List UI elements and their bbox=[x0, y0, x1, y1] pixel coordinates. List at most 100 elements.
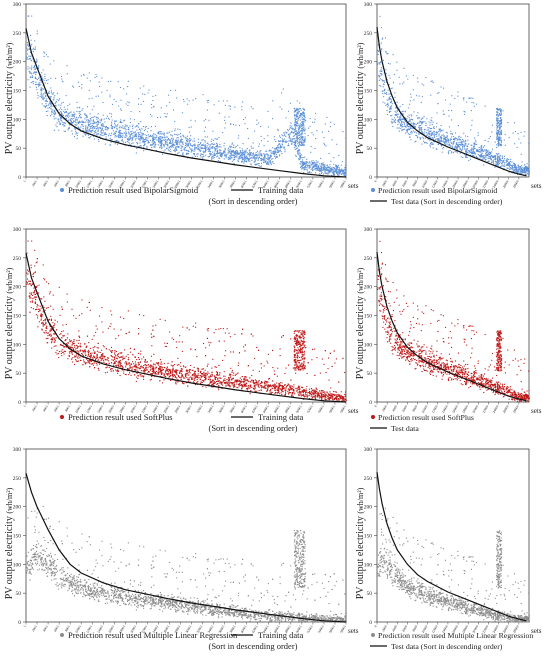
scatter-point bbox=[30, 55, 32, 57]
scatter-point bbox=[302, 167, 305, 169]
scatter-point bbox=[459, 147, 461, 149]
scatter-point bbox=[402, 128, 404, 131]
scatter-point bbox=[90, 126, 92, 128]
scatter-point bbox=[406, 123, 408, 125]
scatter-point bbox=[170, 134, 172, 136]
scatter-point bbox=[497, 131, 499, 133]
scatter-point bbox=[509, 160, 511, 163]
scatter-point bbox=[173, 144, 175, 146]
scatter-point bbox=[498, 160, 500, 162]
scatter-point bbox=[186, 140, 188, 142]
scatter-point bbox=[271, 161, 273, 163]
scatter-point bbox=[301, 118, 303, 120]
scatter-point bbox=[128, 143, 131, 145]
scatter-point bbox=[520, 142, 522, 144]
scatter-point bbox=[218, 136, 220, 139]
scatter-point bbox=[284, 149, 286, 151]
scatter-point bbox=[380, 73, 383, 75]
scatter-point bbox=[483, 149, 485, 151]
scatter-point bbox=[119, 121, 121, 124]
scatter-point bbox=[81, 120, 83, 122]
scatter-point bbox=[300, 125, 302, 127]
scatter-point bbox=[339, 168, 341, 171]
scatter-point bbox=[508, 162, 510, 165]
scatter-point bbox=[163, 132, 165, 134]
scatter-point bbox=[66, 65, 68, 67]
scatter-point bbox=[216, 153, 218, 155]
scatter-point bbox=[524, 170, 526, 172]
scatter-point bbox=[337, 175, 339, 177]
scatter-point bbox=[272, 100, 274, 102]
scatter-point bbox=[161, 133, 163, 135]
scatter-point bbox=[58, 104, 60, 106]
scatter-point bbox=[84, 134, 87, 136]
scatter-point bbox=[263, 153, 265, 155]
scatter-point bbox=[294, 129, 296, 131]
scatter-point bbox=[333, 171, 335, 173]
x-tick-label: 10000 bbox=[421, 179, 429, 189]
scatter-point bbox=[401, 126, 403, 128]
scatter-point bbox=[300, 130, 302, 132]
scatter-point bbox=[205, 149, 207, 151]
scatter-point bbox=[120, 127, 122, 129]
scatter-point bbox=[303, 144, 305, 146]
scatter-point bbox=[336, 171, 338, 173]
scatter-point bbox=[308, 171, 310, 174]
scatter-point bbox=[294, 119, 296, 121]
scatter-point bbox=[318, 166, 320, 168]
scatter-point bbox=[63, 130, 65, 132]
scatter-point bbox=[310, 164, 312, 166]
scatter-point bbox=[239, 153, 241, 155]
scatter-point bbox=[499, 159, 501, 161]
scatter-point bbox=[209, 154, 211, 156]
scatter-point bbox=[77, 121, 79, 123]
scatter-point bbox=[255, 164, 257, 166]
scatter-point bbox=[341, 170, 343, 172]
scatter-point bbox=[250, 152, 252, 154]
scatter-point bbox=[338, 168, 340, 170]
scatter-point bbox=[155, 149, 157, 152]
scatter-point bbox=[499, 144, 501, 146]
scatter-point bbox=[406, 124, 408, 127]
scatter-point bbox=[447, 138, 449, 140]
scatter-point bbox=[313, 161, 315, 163]
scatter-point bbox=[191, 145, 193, 147]
scatter-point bbox=[302, 121, 304, 123]
scatter-point bbox=[125, 124, 127, 126]
scatter-point bbox=[438, 92, 440, 94]
scatter-point bbox=[88, 137, 90, 139]
scatter-point bbox=[168, 131, 171, 133]
scatter-point bbox=[50, 107, 52, 109]
scatter-point bbox=[144, 126, 146, 128]
scatter-point bbox=[396, 109, 398, 111]
scatter-point bbox=[452, 151, 455, 153]
scatter-point bbox=[132, 124, 134, 126]
scatter-point bbox=[517, 169, 520, 171]
scatter-point bbox=[114, 126, 116, 128]
scatter-point bbox=[99, 133, 101, 136]
scatter-point bbox=[301, 141, 303, 143]
scatter-point bbox=[327, 173, 329, 175]
scatter-point bbox=[296, 131, 298, 134]
scatter-point bbox=[432, 131, 434, 133]
scatter-point bbox=[131, 143, 133, 145]
scatter-point bbox=[507, 163, 509, 165]
scatter-point bbox=[390, 115, 392, 117]
scatter-point bbox=[337, 174, 339, 176]
scatter-point bbox=[128, 102, 130, 104]
scatter-point bbox=[121, 138, 123, 140]
scatter-point bbox=[86, 119, 88, 121]
scatter-point bbox=[484, 139, 486, 142]
scatter-point bbox=[276, 155, 278, 157]
scatter-point bbox=[259, 150, 261, 152]
scatter-point bbox=[136, 125, 138, 128]
scatter-point bbox=[523, 171, 525, 173]
scatter-point bbox=[166, 144, 168, 146]
scatter-point bbox=[180, 138, 182, 140]
scatter-point bbox=[37, 94, 39, 96]
scatter-point bbox=[75, 116, 77, 118]
scatter-point bbox=[480, 150, 482, 152]
scatter-point bbox=[379, 62, 381, 64]
scatter-point bbox=[125, 129, 127, 131]
scatter-point bbox=[420, 125, 422, 127]
